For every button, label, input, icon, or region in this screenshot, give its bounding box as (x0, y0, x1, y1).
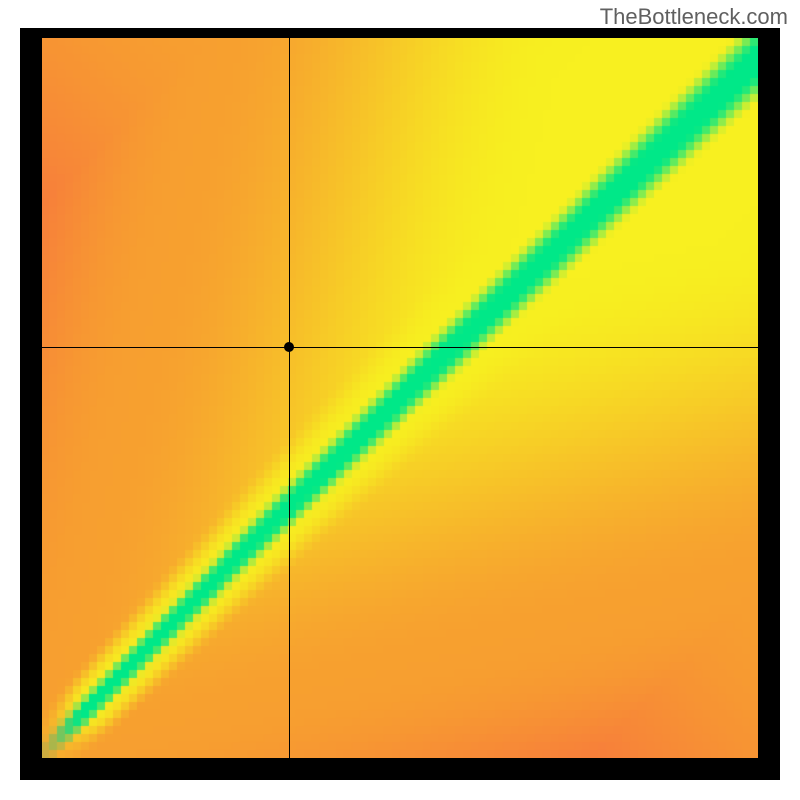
watermark-text: TheBottleneck.com (600, 4, 788, 30)
chart-frame (20, 28, 780, 780)
crosshair-marker (284, 342, 294, 352)
crosshair-vertical (289, 38, 290, 758)
heatmap-plot (42, 38, 758, 758)
root-container: TheBottleneck.com (0, 0, 800, 800)
crosshair-horizontal (42, 347, 758, 348)
heatmap-canvas (42, 38, 758, 758)
